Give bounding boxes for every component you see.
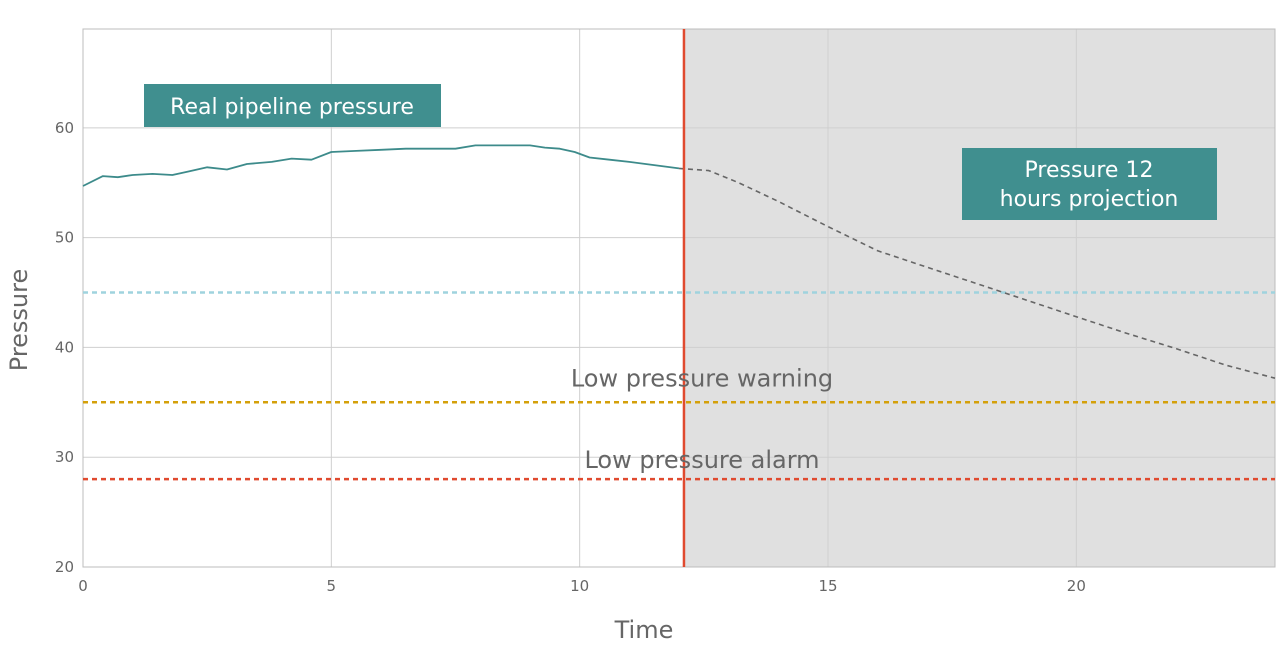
projection-label-line-1: Pressure 12 — [1025, 158, 1154, 183]
plot-frame — [82, 28, 1276, 568]
projection-label-box — [962, 148, 1217, 220]
projection-region — [683, 29, 1275, 567]
x-tick-label: 0 — [78, 577, 88, 595]
x-tick-label: 10 — [570, 577, 589, 595]
pressure-series-line — [82, 144, 680, 187]
x-tick-label: 5 — [327, 577, 337, 595]
real-pressure-label-box — [144, 84, 441, 127]
y-tick-label: 20 — [55, 558, 74, 576]
x-tick-label: 20 — [1067, 577, 1086, 595]
y-axis-label: Pressure — [5, 269, 33, 371]
y-tick-label: 50 — [55, 229, 74, 247]
low-pressure-warning-label: Low pressure warning — [571, 364, 833, 392]
low-pressure-alarm-label: Low pressure alarm — [584, 446, 819, 474]
y-tick-label: 40 — [55, 338, 74, 356]
y-tick-label: 60 — [55, 119, 74, 137]
y-tick-label: 30 — [55, 448, 74, 466]
x-tick-label: 15 — [818, 577, 837, 595]
projection-label-line-2: hours projection — [1000, 187, 1179, 212]
real-pressure-label: Real pipeline pressure — [170, 95, 414, 120]
x-axis-label: Time — [614, 616, 674, 644]
